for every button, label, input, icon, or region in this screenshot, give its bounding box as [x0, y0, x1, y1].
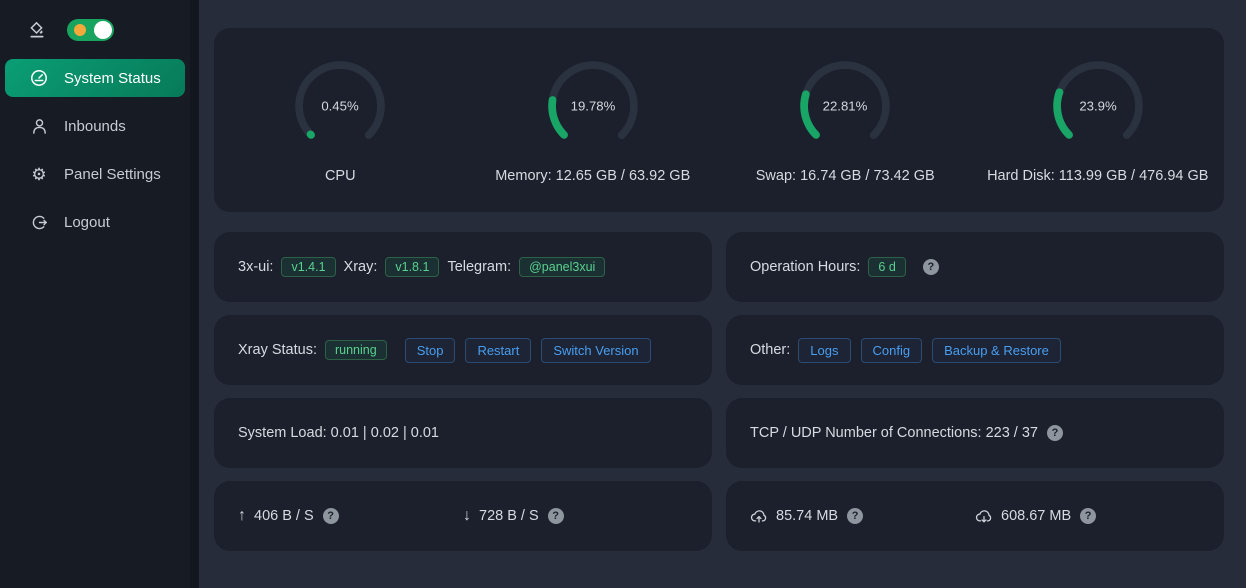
logs-button[interactable]: Logs: [798, 337, 851, 363]
xray-status-tag: running: [324, 340, 387, 360]
gauge-hard-disk: 23.9% Hard Disk: 113.99 GB / 476.94 GB: [972, 56, 1225, 184]
system-load-text: System Load: 0.01 | 0.02 | 0.01: [238, 425, 439, 441]
gear-icon: ⚙: [31, 164, 47, 184]
question-circle-icon[interactable]: ?: [922, 259, 939, 275]
cloud-upload-icon: [750, 508, 768, 524]
network-speed-card: ↑ 406 B / S ? ↓ 728 B / S ?: [214, 481, 712, 551]
telegram-tag[interactable]: @panel3xui: [519, 257, 606, 277]
question-circle-icon[interactable]: ?: [547, 508, 564, 524]
gauge-cpu: 0.45% CPU: [214, 56, 467, 184]
logout-icon: [30, 214, 48, 231]
connections-text: TCP / UDP Number of Connections: 223 / 3…: [750, 425, 1038, 441]
arrow-up-icon: ↑: [238, 507, 246, 524]
operation-hours-label: Operation Hours:: [750, 259, 861, 275]
download-speed: ↓ 728 B / S ?: [463, 507, 688, 525]
total-upload: 85.74 MB ?: [750, 508, 975, 524]
gauge-percent: 22.81%: [823, 99, 868, 114]
upload-speed-text: 406 B / S: [254, 508, 314, 524]
sun-icon: [74, 24, 86, 36]
question-circle-icon[interactable]: ?: [1080, 508, 1097, 524]
total-download-text: 608.67 MB: [1001, 508, 1072, 524]
dashboard-icon: [30, 69, 48, 87]
gauge-percent: 0.45%: [322, 99, 360, 114]
gauge-label: Swap: 16.74 GB / 73.42 GB: [755, 168, 935, 184]
switch-version-button[interactable]: Switch Version: [541, 337, 651, 363]
sidebar-item-panel-settings[interactable]: ⚙ Panel Settings: [5, 155, 185, 193]
other-label: Other:: [750, 342, 791, 358]
gauge-swap: 22.81% Swap: 16.74 GB / 73.42 GB: [719, 56, 972, 184]
sidebar-item-label: Panel Settings: [64, 165, 161, 183]
dark-theme-toggle[interactable]: [67, 19, 114, 41]
sidebar-item-system-status[interactable]: System Status: [5, 59, 185, 97]
sidebar-item-inbounds[interactable]: Inbounds: [5, 107, 185, 145]
question-circle-icon[interactable]: ?: [322, 508, 339, 524]
xray-status-label: Xray Status:: [238, 342, 317, 358]
theme-row: [0, 0, 190, 57]
xray-status-card: Xray Status: running Stop Restart Switch…: [214, 315, 712, 385]
total-traffic-card: 85.74 MB ? 608.67 MB ?: [726, 481, 1224, 551]
sidebar-item-label: Inbounds: [64, 117, 126, 135]
user-icon: [30, 118, 48, 135]
sidebar-menu: System Status Inbounds ⚙ Panel Settings: [0, 59, 190, 241]
restart-button[interactable]: Restart: [465, 337, 532, 363]
xui-version-label: 3x-ui:: [238, 259, 274, 275]
config-button[interactable]: Config: [860, 337, 923, 363]
total-download: 608.67 MB ?: [975, 508, 1200, 524]
xray-version-tag: v1.8.1: [385, 257, 440, 277]
main-content: 0.45% CPU 19.78% Memory: 12.65 GB / 63.9…: [199, 0, 1246, 588]
sidebar-item-label: System Status: [64, 69, 161, 87]
versions-card: 3x-ui: v1.4.1 Xray: v1.8.1 Telegram: @pa…: [214, 232, 712, 302]
arrow-down-icon: ↓: [463, 507, 471, 524]
gauge-label: Hard Disk: 113.99 GB / 476.94 GB: [987, 168, 1209, 184]
question-circle-icon[interactable]: ?: [847, 508, 864, 524]
sidebar-divider: [190, 0, 199, 588]
xui-version-tag: v1.4.1: [281, 257, 336, 277]
download-speed-text: 728 B / S: [479, 508, 539, 524]
sidebar: System Status Inbounds ⚙ Panel Settings: [0, 0, 190, 588]
stop-button[interactable]: Stop: [404, 337, 456, 363]
system-load-card: System Load: 0.01 | 0.02 | 0.01: [214, 398, 712, 468]
gauges-card: 0.45% CPU 19.78% Memory: 12.65 GB / 63.9…: [214, 28, 1224, 212]
operation-hours-tag: 6 d: [868, 257, 906, 277]
question-circle-icon[interactable]: ?: [1047, 425, 1063, 441]
gauge-percent: 23.9%: [1079, 99, 1117, 114]
theme-colors-icon: [28, 21, 46, 39]
other-card: Other: Logs Config Backup & Restore: [726, 315, 1224, 385]
toggle-knob: [94, 21, 112, 39]
sidebar-item-label: Logout: [64, 213, 110, 231]
gauge-memory: 19.78% Memory: 12.65 GB / 63.92 GB: [467, 56, 720, 184]
sidebar-item-logout[interactable]: Logout: [5, 203, 185, 241]
telegram-label: Telegram:: [447, 259, 512, 275]
gauge-label: CPU: [324, 168, 356, 184]
gauge-label: Memory: 12.65 GB / 63.92 GB: [495, 168, 691, 184]
backup-restore-button[interactable]: Backup & Restore: [932, 337, 1061, 363]
operation-hours-card: Operation Hours: 6 d ?: [726, 232, 1224, 302]
cloud-download-icon: [975, 508, 993, 524]
xray-version-label: Xray:: [343, 259, 378, 275]
connections-card: TCP / UDP Number of Connections: 223 / 3…: [726, 398, 1224, 468]
gauge-percent: 19.78%: [570, 99, 615, 114]
total-upload-text: 85.74 MB: [776, 508, 839, 524]
upload-speed: ↑ 406 B / S ?: [238, 507, 463, 525]
